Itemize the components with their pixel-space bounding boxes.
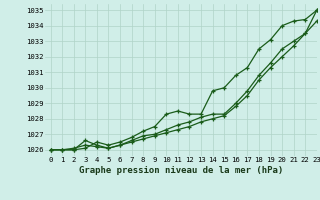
X-axis label: Graphe pression niveau de la mer (hPa): Graphe pression niveau de la mer (hPa) — [79, 166, 283, 175]
